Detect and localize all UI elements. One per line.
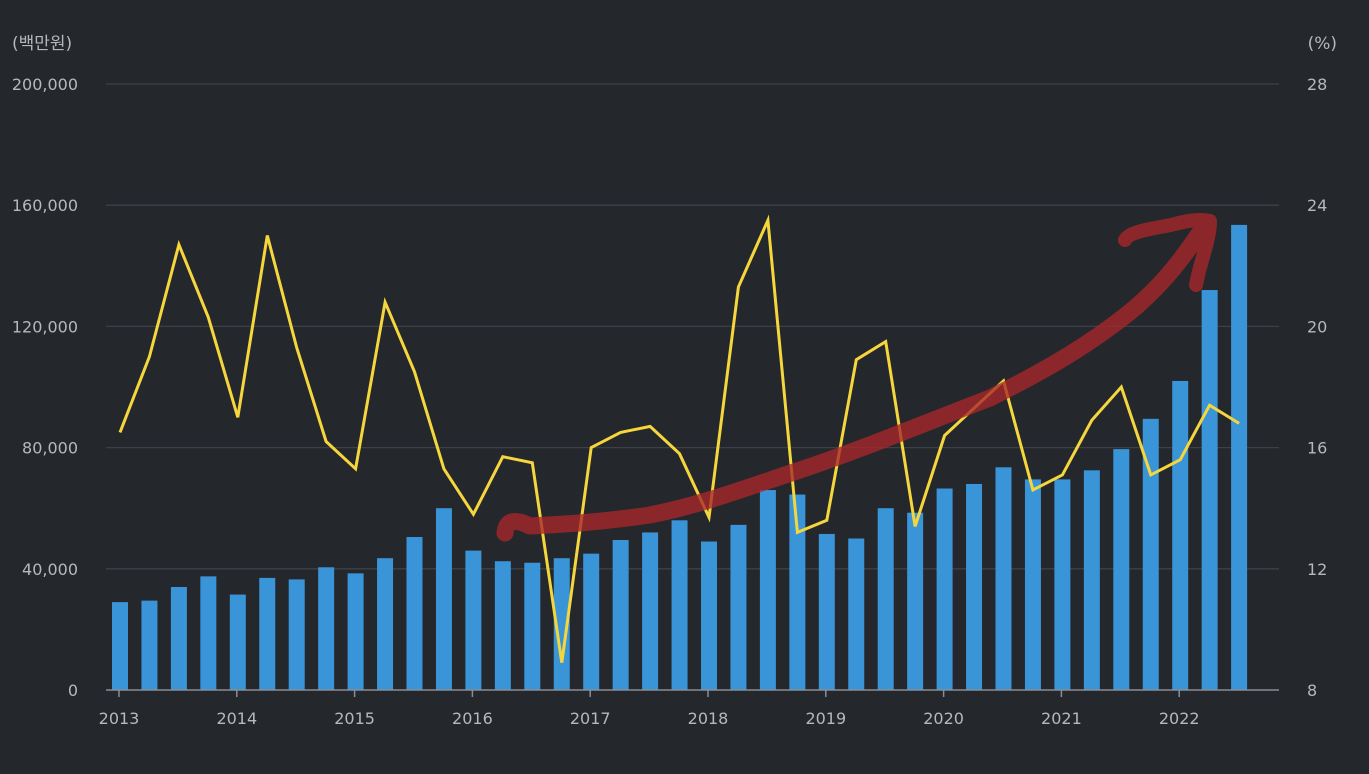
x-tick-label: 2019 (805, 709, 846, 728)
bar (435, 508, 452, 690)
x-tick-label: 2014 (216, 709, 257, 728)
x-tick-label: 2021 (1041, 709, 1082, 728)
bar (1142, 418, 1159, 690)
x-tick-label: 2015 (334, 709, 375, 728)
y-left-tick-label: 0 (68, 681, 78, 700)
bar (877, 508, 894, 690)
line-series (118, 214, 1240, 663)
bar (318, 567, 335, 690)
bar (200, 576, 217, 690)
trend-arrow-shaft (496, 216, 1214, 542)
y-right-tick-label: 12 (1307, 560, 1327, 579)
y-left-tick-label: 200,000 (12, 75, 78, 94)
bar (966, 483, 983, 690)
axes (106, 689, 1279, 697)
left-axis-unit: (백만원) (12, 34, 72, 54)
trend-arrow (496, 213, 1217, 542)
bar (465, 550, 482, 690)
bar (642, 532, 659, 690)
bar (1113, 449, 1130, 690)
x-tick-label: 2013 (99, 709, 140, 728)
y-left-tick-label: 160,000 (12, 196, 78, 215)
bar (553, 558, 570, 690)
bar (288, 579, 305, 690)
bar (995, 467, 1012, 690)
bar (524, 562, 541, 690)
bar (141, 600, 158, 690)
bar (229, 594, 246, 690)
x-tick-label: 2020 (923, 709, 964, 728)
y-right-tick-label: 28 (1307, 75, 1327, 94)
x-tick-label: 2016 (452, 709, 493, 728)
y-left-tick-label: 80,000 (22, 439, 78, 458)
bar (936, 488, 953, 690)
x-tick-label: 2017 (570, 709, 611, 728)
trend-arrow-head (1118, 213, 1217, 292)
bar (494, 561, 511, 690)
bar (1231, 224, 1248, 690)
bar (612, 540, 629, 690)
trend-annotation (496, 213, 1217, 542)
bar (907, 512, 924, 690)
axis-labels: (백만원) (%) 0 8 40,000 12 80,000 16 120,000 20 160… (12, 34, 1337, 728)
bar (1172, 380, 1189, 690)
bar (259, 577, 276, 690)
right-axis-unit: (%) (1308, 34, 1337, 54)
bar (377, 558, 394, 690)
bar (671, 520, 688, 690)
bar (583, 553, 600, 690)
bar (1054, 479, 1071, 690)
x-tick-label: 2018 (688, 709, 729, 728)
bar (170, 586, 187, 690)
y-right-tick-label: 24 (1307, 196, 1327, 215)
bar (347, 573, 364, 690)
y-right-tick-label: 20 (1307, 317, 1327, 336)
bar (1024, 479, 1041, 690)
y-right-tick-label: 16 (1307, 439, 1327, 458)
bar (1201, 290, 1218, 690)
bar (848, 538, 865, 690)
y-left-tick-label: 40,000 (22, 560, 78, 579)
ratio-line (118, 214, 1240, 663)
bar (759, 490, 776, 690)
bar (112, 602, 128, 690)
bar-series (112, 224, 1248, 690)
bar (789, 494, 806, 690)
bar (1083, 470, 1100, 690)
bar (701, 541, 717, 690)
x-tick-label: 2022 (1159, 709, 1200, 728)
bar (818, 533, 835, 690)
bar (730, 524, 747, 690)
y-left-tick-label: 120,000 (12, 317, 78, 336)
bar (406, 536, 423, 690)
y-right-tick-label: 8 (1307, 681, 1317, 700)
grid-lines (106, 83, 1279, 570)
